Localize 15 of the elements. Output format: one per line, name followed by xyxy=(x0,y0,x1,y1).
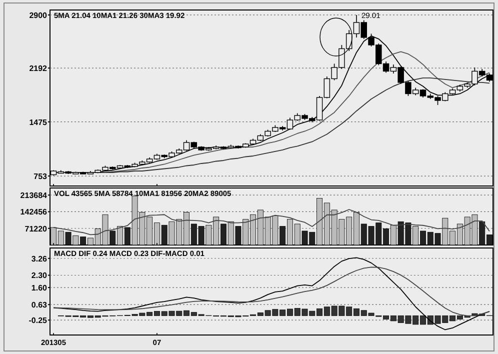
line-series xyxy=(53,266,490,316)
y-tick-label: 0.63 xyxy=(31,300,48,310)
y-tick-label: 71220 xyxy=(24,224,48,234)
line-series xyxy=(53,257,490,330)
y-tick-label: 1.60 xyxy=(31,284,48,293)
y-tick-label: 2192 xyxy=(29,64,48,74)
y-tick-label: 2900 xyxy=(29,10,48,20)
y-tick-label: 213684 xyxy=(20,191,48,200)
y-tick-label: 1475 xyxy=(29,118,48,127)
y-tick-label: 3.26 xyxy=(31,254,48,264)
y-tick-label: 753 xyxy=(34,172,48,182)
line-series xyxy=(53,209,490,236)
y-tick-label: -0.25 xyxy=(28,316,48,326)
y-tick-label: 2.30 xyxy=(31,271,48,280)
y-tick-label: 142456 xyxy=(20,208,48,217)
